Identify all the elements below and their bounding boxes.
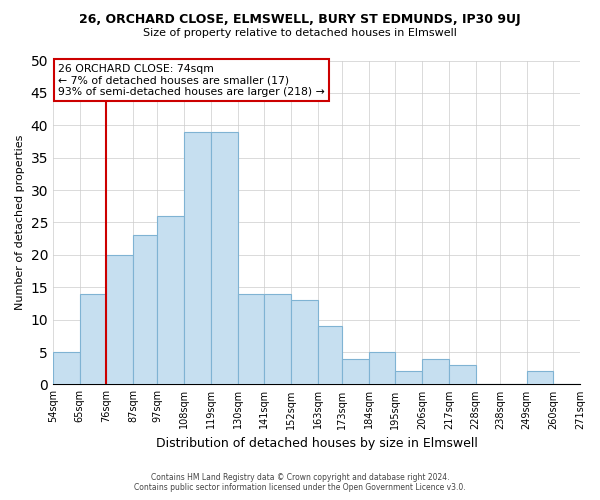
Bar [342,358,369,384]
Bar [53,352,80,384]
Bar [106,255,133,384]
Bar [184,132,211,384]
Bar [133,236,157,384]
Text: 26, ORCHARD CLOSE, ELMSWELL, BURY ST EDMUNDS, IP30 9UJ: 26, ORCHARD CLOSE, ELMSWELL, BURY ST EDM… [79,12,521,26]
Bar [318,326,342,384]
Bar [291,300,318,384]
Y-axis label: Number of detached properties: Number of detached properties [15,135,25,310]
Bar [449,365,476,384]
Bar [80,294,106,384]
Text: Contains HM Land Registry data © Crown copyright and database right 2024.
Contai: Contains HM Land Registry data © Crown c… [134,473,466,492]
Bar [265,294,291,384]
Bar [369,352,395,384]
Text: Size of property relative to detached houses in Elmswell: Size of property relative to detached ho… [143,28,457,38]
Bar [395,372,422,384]
Bar [157,216,184,384]
Text: 26 ORCHARD CLOSE: 74sqm
← 7% of detached houses are smaller (17)
93% of semi-det: 26 ORCHARD CLOSE: 74sqm ← 7% of detached… [58,64,325,97]
Bar [422,358,449,384]
Bar [211,132,238,384]
X-axis label: Distribution of detached houses by size in Elmswell: Distribution of detached houses by size … [155,437,478,450]
Bar [527,372,553,384]
Bar [238,294,265,384]
